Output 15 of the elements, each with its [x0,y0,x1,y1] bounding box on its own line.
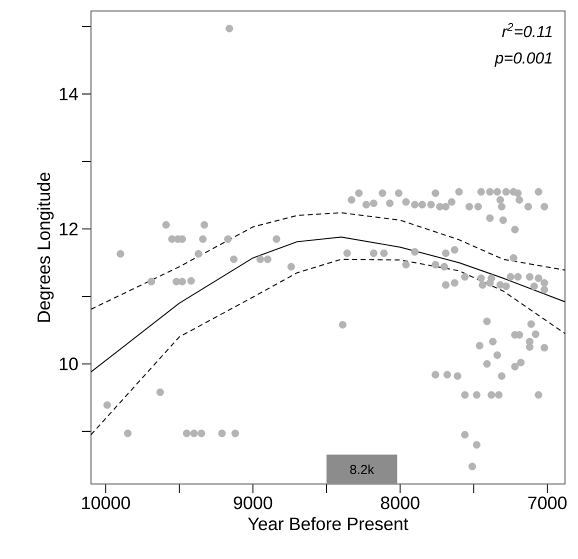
x-tick-label: 7000 [528,496,567,510]
y-tick-label: 14 [60,88,78,100]
x-tick-label: 8000 [380,496,420,510]
x-axis-title: Year Before Present [248,517,408,530]
band-label: 8.2k [350,464,374,474]
annotation: p=0.001 [494,52,552,67]
y-tick-label: 12 [60,222,78,236]
annotation: r$^{2}$=0.11 [502,23,552,38]
y-axis-title: Degrees Longitude [36,172,54,322]
line-series [90,212,566,310]
x-tick-label: 10000 [82,496,130,510]
x-tick-label: 9000 [234,496,272,510]
line-series [90,236,566,373]
line-series [90,258,566,436]
y-tick-label: 10 [60,358,78,370]
